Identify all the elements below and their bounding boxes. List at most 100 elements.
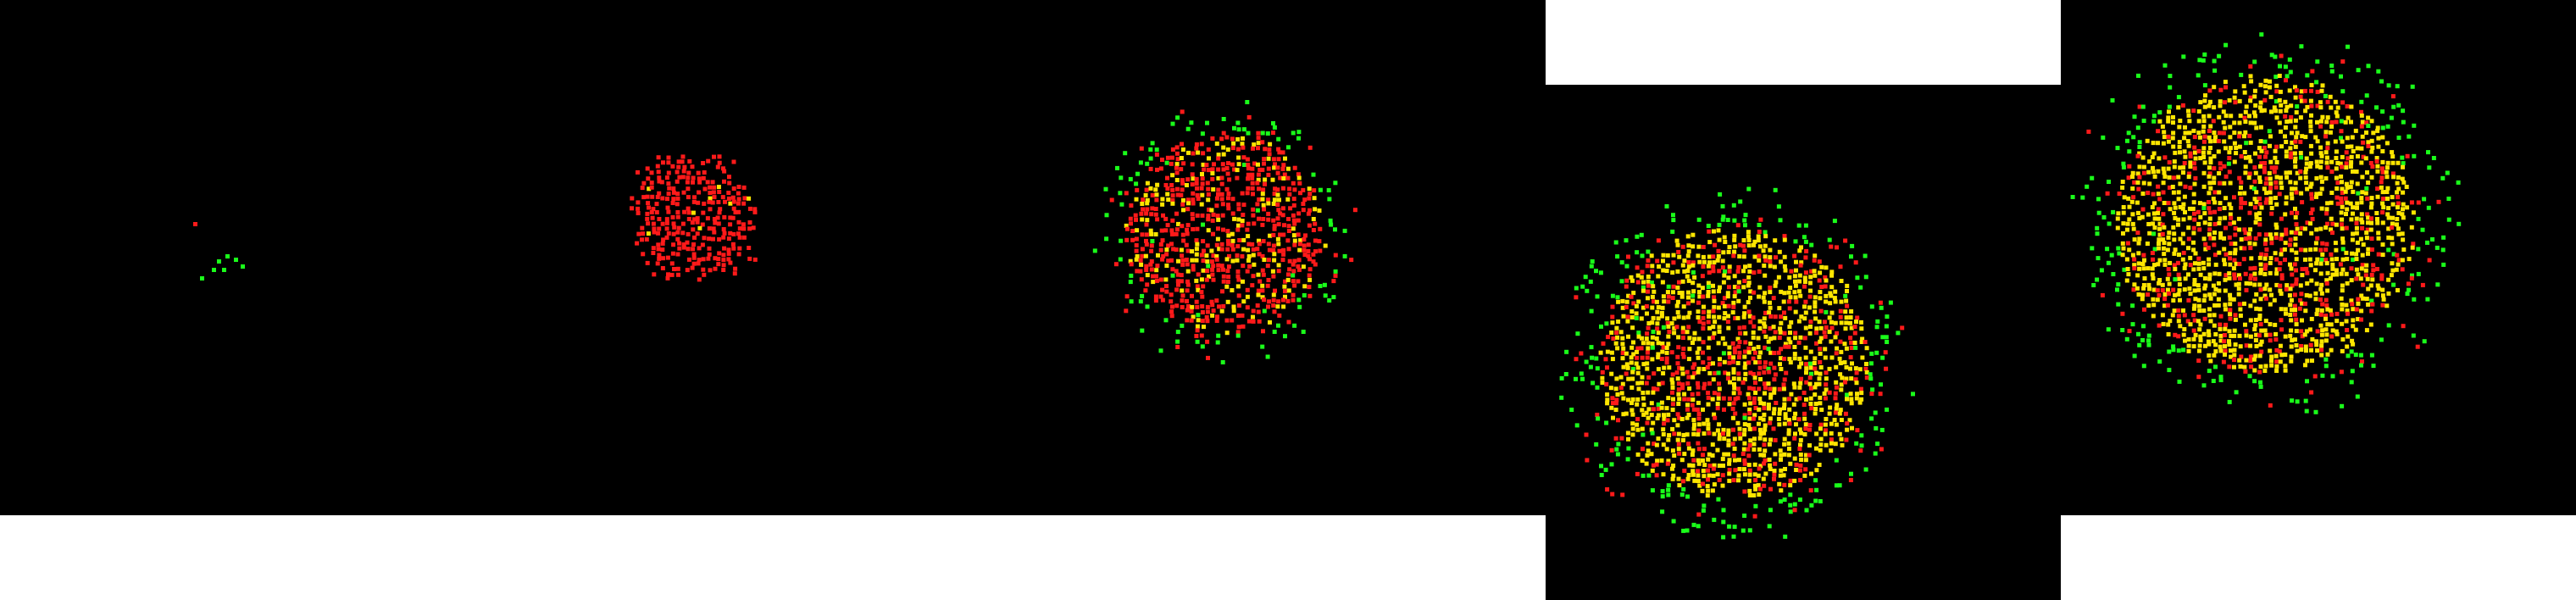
cell-yellow [2197,135,2202,140]
cell-yellow [2307,257,2312,262]
cell-green [2285,74,2290,79]
cell-green [1123,151,1128,156]
cell-red [2325,221,2330,226]
cell-yellow [2308,119,2313,125]
cell-yellow [1808,275,1813,280]
cell-yellow [1209,208,1214,213]
cell-red [1635,417,1641,422]
cell-yellow [2203,343,2207,348]
cell-green [1296,136,1301,141]
cell-red [1225,171,1230,176]
cell-red [2257,222,2262,227]
cell-red [1196,272,1201,277]
cell-red [680,221,686,226]
cell-red [1654,473,1659,478]
cell-red [1180,258,1185,263]
cell-red [2196,375,2201,380]
cell-yellow [1839,418,1844,422]
cell-red [651,251,656,255]
cell-red [1610,492,1615,497]
cell-yellow [1783,412,1788,417]
cell-yellow [2216,297,2221,302]
cell-yellow [2289,230,2294,235]
cell-yellow [2165,247,2170,253]
cell-red [1707,361,1713,366]
cell-green [1884,324,1889,329]
cell-yellow [2394,267,2399,272]
cell-red [675,196,680,201]
cell-red [2221,359,2226,364]
cell-yellow [2289,328,2294,333]
cell-yellow [2228,135,2233,140]
cell-red [747,226,752,231]
cell-yellow [2288,180,2293,185]
cell-red [2182,161,2187,165]
cell-yellow [2349,217,2354,222]
cell-red [1863,340,1868,344]
cell-yellow [1676,392,1681,397]
cell-yellow [1296,175,1302,181]
cell-red [2375,186,2380,192]
cell-red [2369,272,2374,277]
cell-green [1609,462,1614,467]
cell-yellow [2395,222,2399,227]
cell-yellow [1757,421,1761,426]
cell-red [2305,220,2310,225]
cell-red [1185,177,1191,182]
cell-red [2223,322,2228,327]
cell-yellow [2197,308,2202,314]
cell-yellow [1616,299,1621,304]
cell-yellow [2222,206,2227,210]
cell-red [2247,171,2252,176]
cell-red [1149,248,1154,253]
cell-yellow [1621,412,1626,417]
cell-yellow [2268,176,2273,181]
cell-yellow [2263,78,2268,83]
cell-yellow [1186,201,1191,206]
cell-yellow [1731,367,1736,372]
cell-green [2197,58,2202,63]
cell-yellow [1732,382,1736,386]
cell-yellow [1600,381,1605,385]
cell-red [1165,175,1169,181]
cell-yellow [1845,283,1850,288]
cell-yellow [2142,276,2147,281]
cell-green [1624,264,1629,269]
cell-green [1104,236,1109,242]
cell-yellow [1625,365,1630,370]
cell-yellow [1778,362,1782,367]
cell-yellow [1824,376,1829,381]
cell-red [2277,192,2282,197]
cell-green [1716,370,1721,375]
cell-green [1342,228,1347,233]
cell-red [1620,351,1625,355]
cell-red [1823,275,1828,280]
cell-red [2239,354,2244,359]
cell-green [1103,186,1108,192]
cell-yellow [1686,295,1690,300]
cell-red [1823,396,1828,401]
cell-red [2212,209,2217,214]
cell-green [1671,218,1676,223]
cell-red [2137,104,2142,109]
cell-red [2427,258,2432,263]
cell-yellow [1660,349,1665,354]
cell-red [1278,232,1283,237]
cell-red [1852,331,1857,336]
cell-yellow [2162,174,2168,179]
cell-green [1599,324,1603,329]
cell-red [1620,492,1625,497]
cell-green [2416,247,2421,252]
cell-red [1276,269,1281,274]
cell-green [1595,294,1600,299]
cell-yellow [1705,418,1710,423]
cell-yellow [2396,175,2401,180]
cell-yellow [1680,263,1685,268]
cell-green [1796,223,1802,228]
cell-yellow [1782,436,1787,442]
cell-yellow [2146,169,2151,175]
cell-red [2140,207,2146,212]
cell-red [1200,181,1205,186]
cell-yellow [1798,293,1803,298]
cell-red [1138,258,1143,263]
